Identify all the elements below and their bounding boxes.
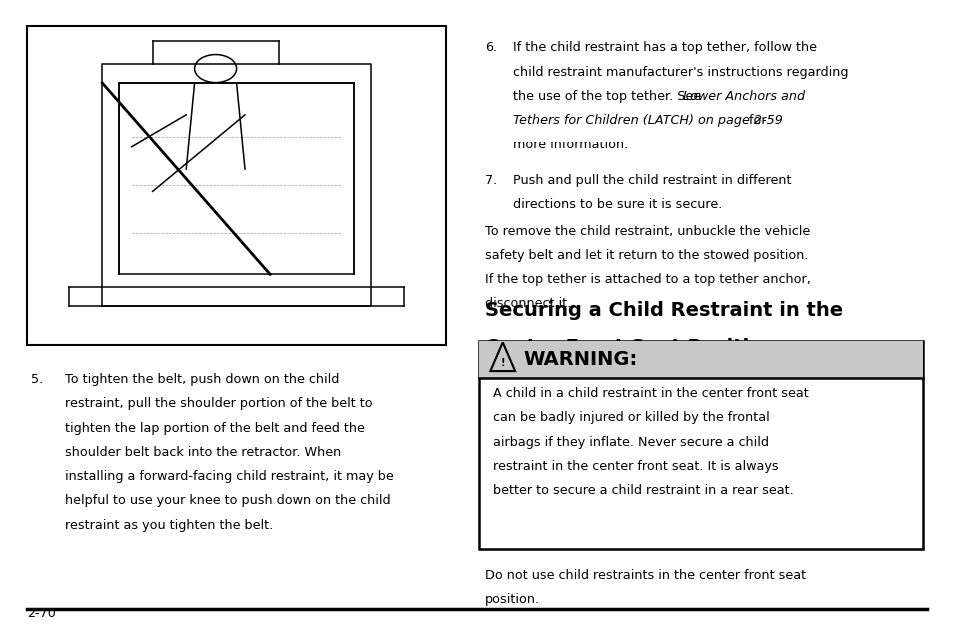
Text: WARNING:: WARNING: xyxy=(523,350,638,369)
Bar xyxy=(27,26,446,345)
Text: the use of the top tether. See: the use of the top tether. See xyxy=(513,90,705,103)
Text: To tighten the belt, push down on the child: To tighten the belt, push down on the ch… xyxy=(65,373,339,386)
Text: Securing a Child Restraint in the: Securing a Child Restraint in the xyxy=(484,301,841,320)
Bar xyxy=(478,341,922,549)
Text: more information.: more information. xyxy=(513,138,628,151)
Text: !: ! xyxy=(500,358,504,367)
Text: helpful to use your knee to push down on the child: helpful to use your knee to push down on… xyxy=(65,494,390,507)
Text: for: for xyxy=(744,114,766,127)
Text: disconnect it.: disconnect it. xyxy=(484,297,570,310)
Bar xyxy=(513,90,932,142)
Text: safety belt and let it return to the stowed position.: safety belt and let it return to the sto… xyxy=(484,249,807,262)
Text: airbags if they inflate. Never secure a child: airbags if they inflate. Never secure a … xyxy=(493,436,768,449)
Text: A child in a child restraint in the center front seat: A child in a child restraint in the cent… xyxy=(493,387,808,400)
Text: better to secure a child restraint in a rear seat.: better to secure a child restraint in a … xyxy=(493,484,793,497)
Text: 2-70: 2-70 xyxy=(27,607,55,620)
Text: position.: position. xyxy=(484,593,539,606)
Text: restraint, pull the shoulder portion of the belt to: restraint, pull the shoulder portion of … xyxy=(65,397,372,410)
Text: 5.: 5. xyxy=(30,373,43,386)
Text: shoulder belt back into the retractor. When: shoulder belt back into the retractor. W… xyxy=(65,446,341,459)
Text: If the child restraint has a top tether, follow the: If the child restraint has a top tether,… xyxy=(513,41,817,54)
Bar xyxy=(478,341,922,378)
Text: directions to be sure it is secure.: directions to be sure it is secure. xyxy=(513,198,721,211)
Text: Do not use child restraints in the center front seat: Do not use child restraints in the cente… xyxy=(484,569,805,582)
Text: installing a forward-facing child restraint, it may be: installing a forward-facing child restra… xyxy=(65,470,394,483)
Text: 7.: 7. xyxy=(484,174,497,186)
Text: Tethers for Children (LATCH) on page 2-59: Tethers for Children (LATCH) on page 2-5… xyxy=(513,114,782,127)
Text: Lower Anchors and: Lower Anchors and xyxy=(682,90,804,103)
Text: can be badly injured or killed by the frontal: can be badly injured or killed by the fr… xyxy=(493,412,769,424)
Text: tighten the lap portion of the belt and feed the: tighten the lap portion of the belt and … xyxy=(65,422,364,434)
Text: child restraint manufacturer's instructions regarding: child restraint manufacturer's instructi… xyxy=(513,66,848,78)
Text: To remove the child restraint, unbuckle the vehicle: To remove the child restraint, unbuckle … xyxy=(484,225,809,237)
Text: 6.: 6. xyxy=(484,41,497,54)
Text: restraint as you tighten the belt.: restraint as you tighten the belt. xyxy=(65,519,273,531)
Text: the use of the top tether. See: the use of the top tether. See xyxy=(513,90,705,103)
Text: If the top tether is attached to a top tether anchor,: If the top tether is attached to a top t… xyxy=(484,273,810,286)
Text: Tethers for Children (LATCH) on page 2-59: Tethers for Children (LATCH) on page 2-5… xyxy=(513,114,782,127)
Text: Push and pull the child restraint in different: Push and pull the child restraint in dif… xyxy=(513,174,791,186)
Text: Center Front Seat Position: Center Front Seat Position xyxy=(484,338,776,357)
Text: restraint in the center front seat. It is always: restraint in the center front seat. It i… xyxy=(493,460,778,473)
